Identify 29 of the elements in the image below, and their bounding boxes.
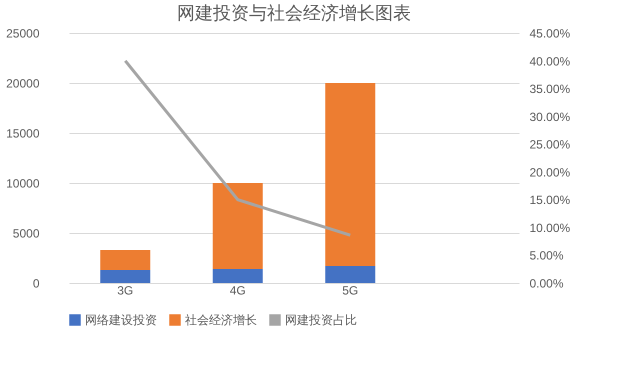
x-tick-label: 4G <box>230 284 246 298</box>
chart-title: 网建投资与社会经济增长图表 <box>177 3 411 23</box>
bar <box>325 266 376 283</box>
y-tick-label: 15000 <box>6 126 40 140</box>
bar <box>212 183 263 269</box>
x-tick-label: 3G <box>117 284 134 298</box>
x-tick-label: 5G <box>342 284 358 298</box>
bar <box>212 269 263 283</box>
y2-tick-label: 35.00% <box>530 82 571 96</box>
y2-tick-label: 45.00% <box>530 26 571 40</box>
bar <box>325 83 376 266</box>
y2-tick-label: 0.00% <box>530 276 564 290</box>
bar <box>100 250 150 270</box>
legend-label: 网建投资占比 <box>285 313 357 327</box>
y2-tick-label: 15.00% <box>530 193 571 208</box>
y2-tick-label: 20.00% <box>530 165 571 180</box>
y2-tick-label: 40.00% <box>530 54 571 68</box>
y2-tick-label: 25.00% <box>530 138 571 152</box>
y-tick-label: 25000 <box>6 26 40 40</box>
y2-tick-label: 5.00% <box>530 248 564 263</box>
bar <box>100 270 150 283</box>
y-tick-label: 0 <box>32 276 40 290</box>
y2-tick-label: 30.00% <box>530 110 571 124</box>
legend-label: 社会经济增长 <box>185 313 257 327</box>
y2-tick-label: 10.00% <box>530 220 571 235</box>
legend-label: 网络建设投资 <box>85 313 157 327</box>
y-tick-label: 20000 <box>6 76 40 90</box>
y-tick-label: 10000 <box>6 176 40 190</box>
y-tick-label: 5000 <box>12 226 40 240</box>
